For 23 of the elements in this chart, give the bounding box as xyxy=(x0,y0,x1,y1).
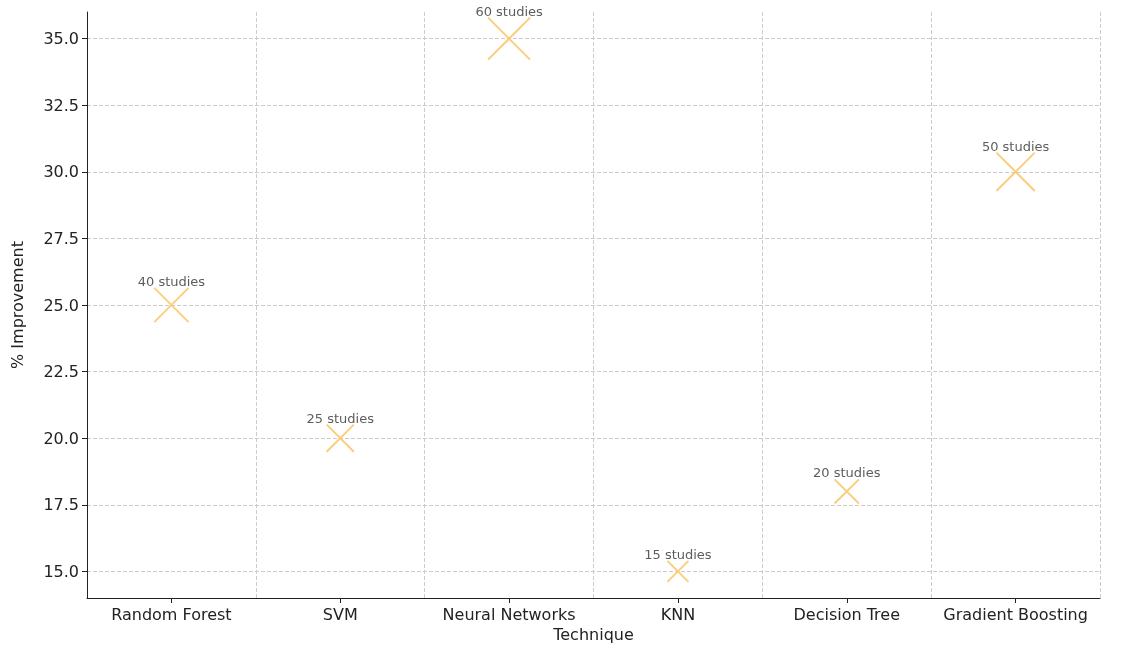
annotation: 60 studies xyxy=(475,3,544,19)
x-tick-label: Decision Tree xyxy=(793,604,901,624)
annotation: 20 studies xyxy=(813,465,881,481)
x-axis-title: Technique xyxy=(552,625,634,645)
y-tick-label: 35.0 xyxy=(43,29,79,49)
annotation: 50 studies xyxy=(981,138,1050,154)
y-tick-label: 22.5 xyxy=(43,362,79,382)
y-tick-label: 20.0 xyxy=(43,428,79,448)
y-tick-label: 27.5 xyxy=(43,228,79,248)
y-axis-title: % Improvement xyxy=(7,241,27,369)
y-tick-label: 25.0 xyxy=(43,295,79,315)
annotation: 25 studies xyxy=(306,410,375,426)
y-tick-label: 32.5 xyxy=(43,95,79,115)
y-tick-label: 17.5 xyxy=(43,495,79,515)
x-tick-label: Random Forest xyxy=(111,604,232,624)
x-tick-label: SVM xyxy=(322,604,358,624)
annotation: 40 studies xyxy=(137,273,206,289)
x-tick-label: Neural Networks xyxy=(442,604,576,624)
annotation: 15 studies xyxy=(644,546,712,562)
y-tick-label: 30.0 xyxy=(43,162,79,182)
x-tick-label: KNN xyxy=(660,604,696,624)
y-tick-label: 15.0 xyxy=(43,561,79,581)
x-tick-label: Gradient Boosting xyxy=(943,604,1088,624)
